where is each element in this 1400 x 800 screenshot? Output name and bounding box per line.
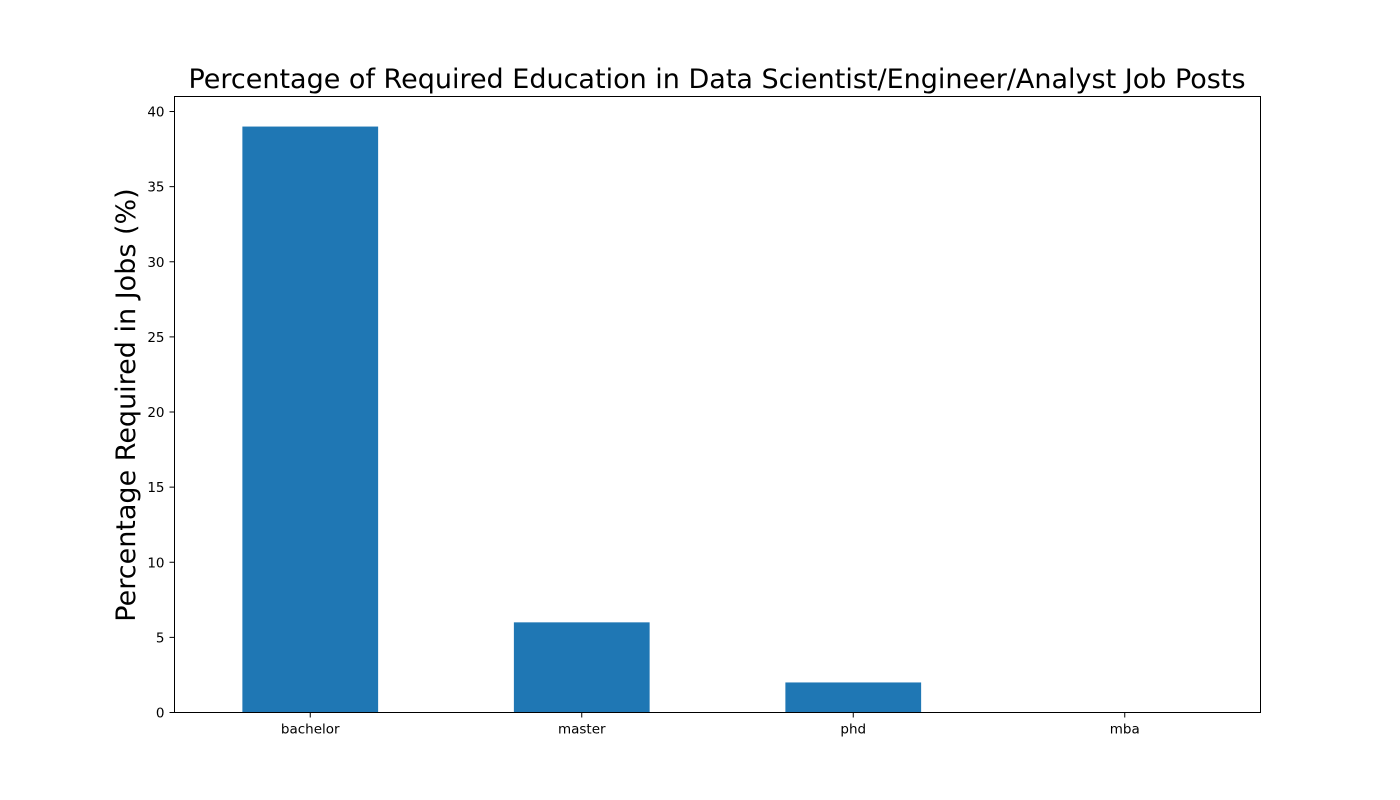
- bar-master: [513, 622, 650, 713]
- x-tick-label: phd: [840, 722, 866, 738]
- y-tick-label: 10: [147, 555, 164, 571]
- bar-phd: [785, 682, 922, 713]
- x-tick-label: mba: [1110, 722, 1140, 738]
- y-tick-label: 25: [147, 330, 164, 346]
- y-tick-label: 0: [156, 706, 165, 722]
- bars-layer: [242, 126, 922, 713]
- y-tick-label: 20: [147, 405, 164, 421]
- y-axis-label: Percentage Required in Jobs (%): [111, 188, 142, 621]
- chart-title: Percentage of Required Education in Data…: [188, 64, 1245, 95]
- y-tick-label: 40: [147, 105, 164, 121]
- bar-bachelor: [242, 126, 379, 713]
- y-tick-label: 35: [147, 180, 164, 196]
- y-tick-label: 30: [147, 255, 164, 271]
- y-axis: 0 5 10 15 20 25 30 35 40: [147, 105, 175, 722]
- x-tick-label: master: [558, 722, 606, 738]
- y-tick-label: 15: [147, 480, 164, 496]
- x-axis: bachelor master phd mba: [281, 712, 1140, 738]
- x-tick-label: bachelor: [281, 722, 340, 738]
- plot-frame: [174, 96, 1261, 713]
- y-tick-label: 5: [156, 630, 165, 646]
